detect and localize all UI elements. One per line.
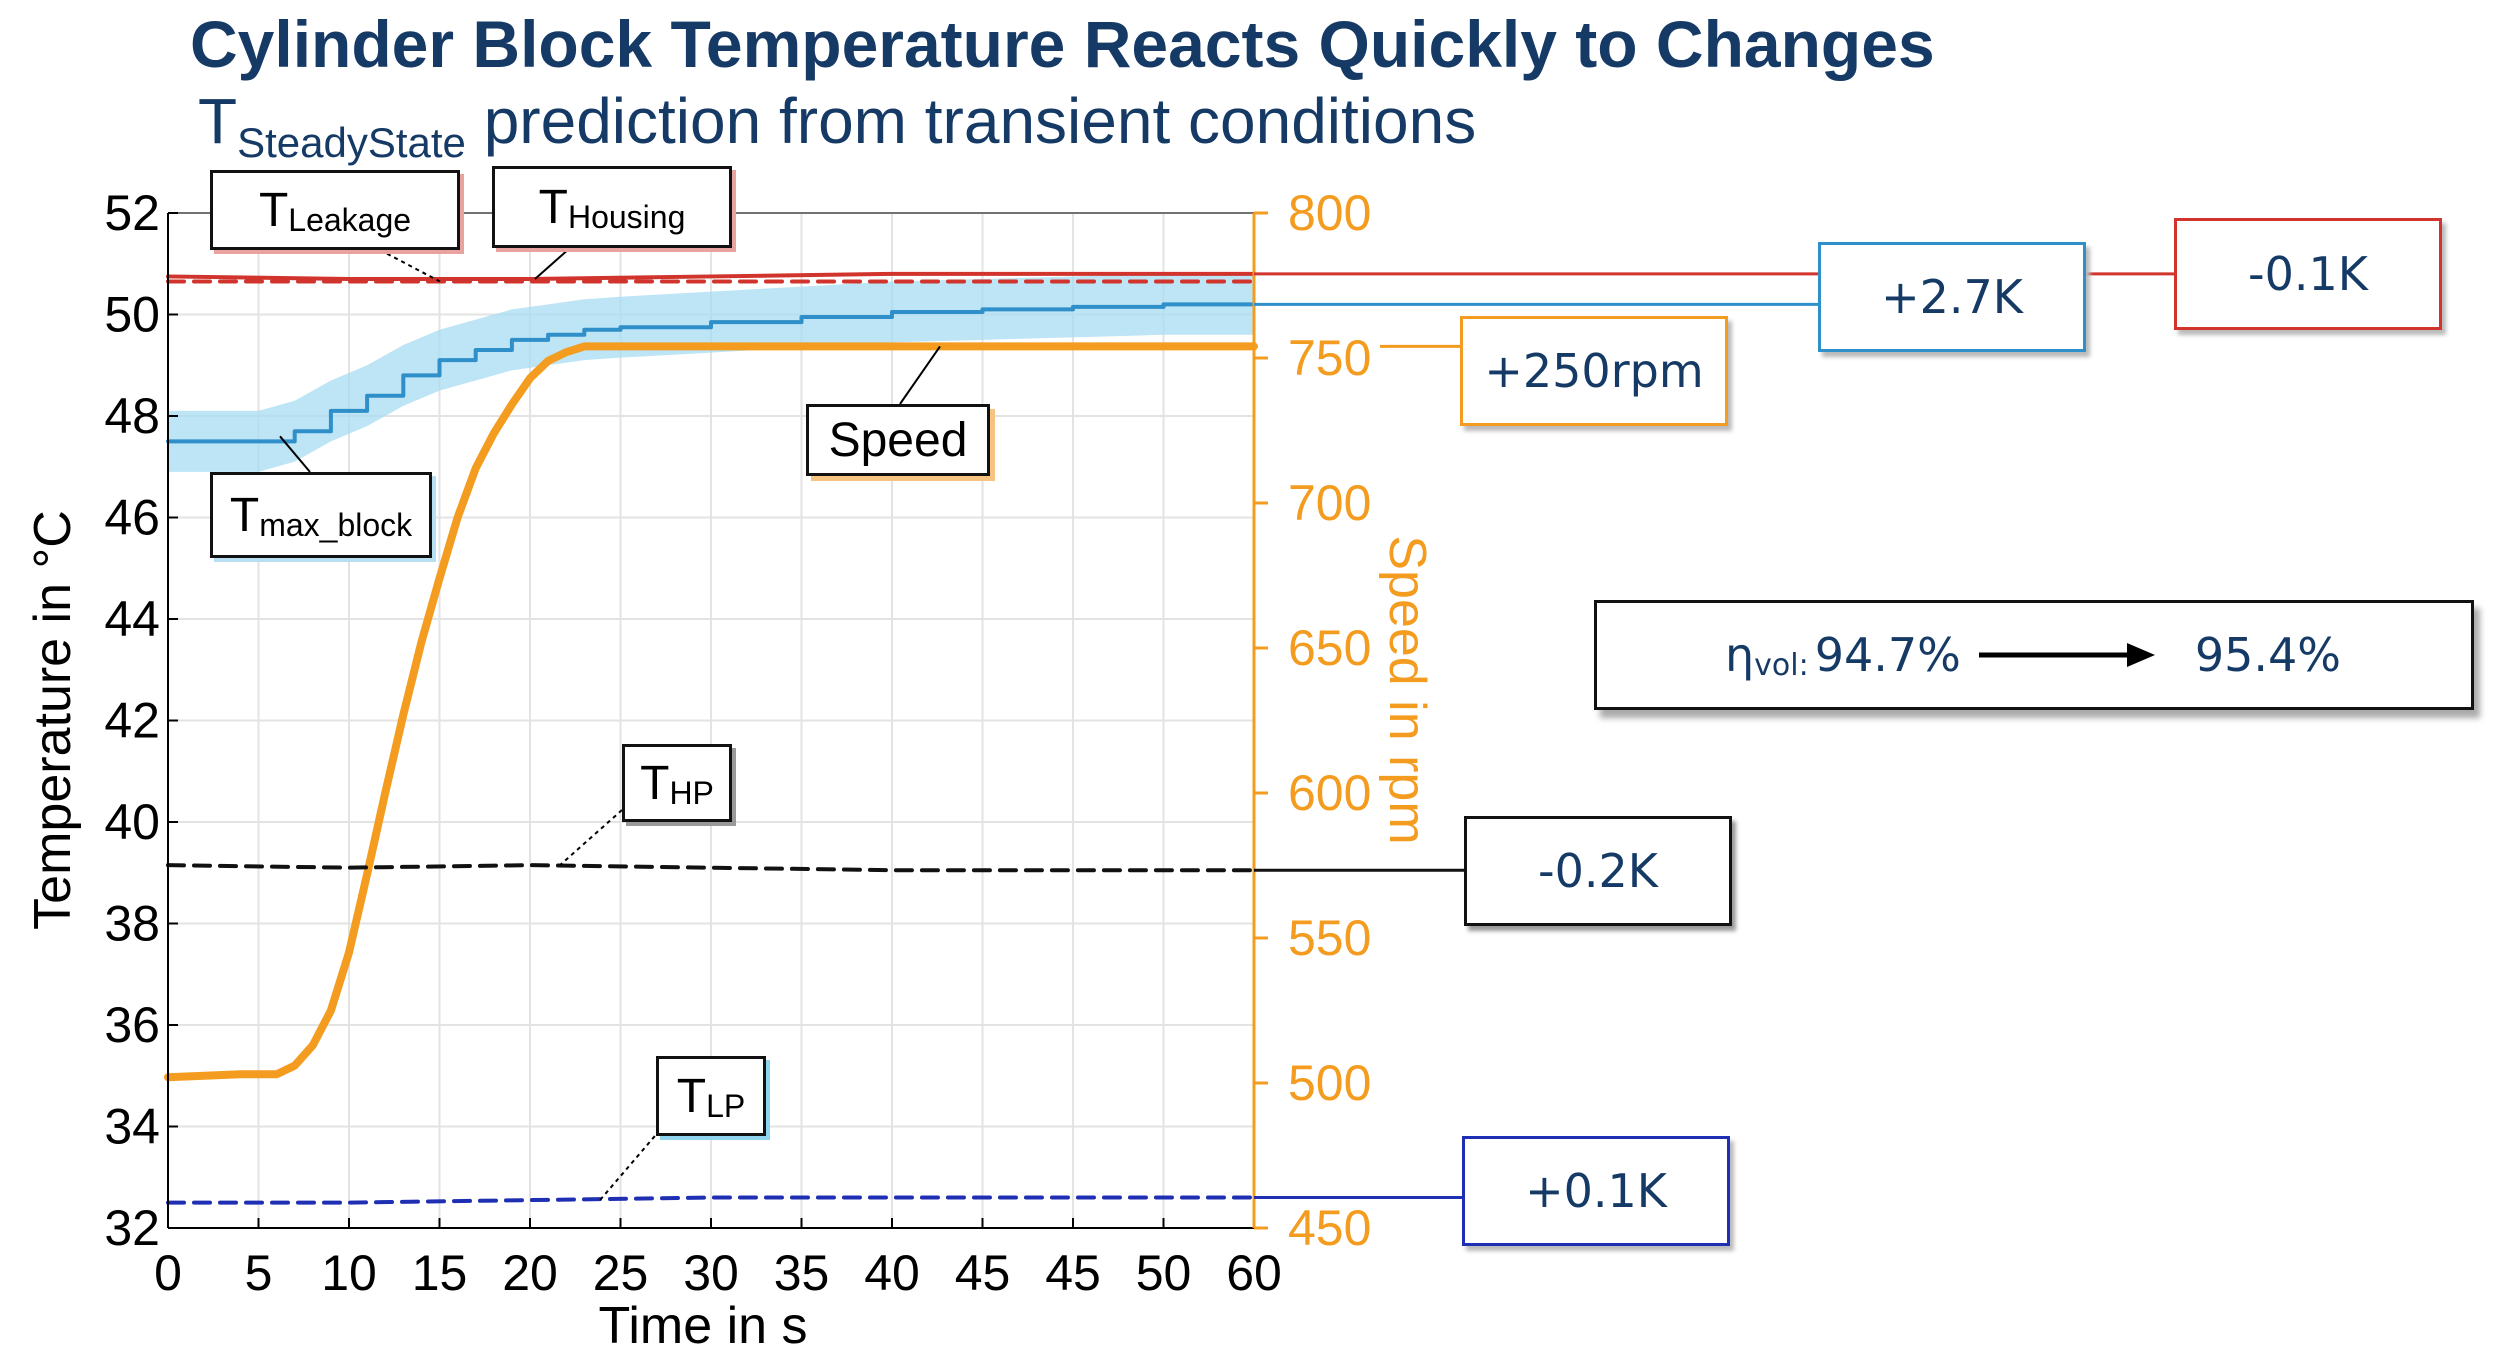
y-tick-label: 42 bbox=[104, 693, 160, 749]
x-tick-label: 15 bbox=[412, 1245, 468, 1301]
series-speed bbox=[164, 342, 1258, 1082]
annotation-leaders bbox=[279, 247, 2174, 1201]
x-tick-label: 5 bbox=[245, 1245, 273, 1301]
tmax-block-band bbox=[168, 273, 1254, 472]
delta-box-tmax-block: +2.7K bbox=[1818, 242, 2086, 352]
label-speed: Speed bbox=[806, 404, 990, 476]
efficiency-subscript: vol: bbox=[1754, 647, 1809, 683]
delta-box-t-leakage: -0.1K bbox=[2174, 218, 2442, 330]
subtitle-symbol: T bbox=[198, 85, 238, 157]
y2-tick-label: 550 bbox=[1288, 910, 1371, 966]
x-tick-label: 25 bbox=[593, 1245, 649, 1301]
x-axis-label: Time in s bbox=[599, 1297, 808, 1351]
y-tick-label: 48 bbox=[104, 388, 160, 444]
x-tick-label: 30 bbox=[683, 1245, 739, 1301]
x-tick-label: 10 bbox=[321, 1245, 377, 1301]
y-tick-label: 32 bbox=[104, 1200, 160, 1256]
label-t-housing: T Housing bbox=[492, 166, 732, 248]
y-tick-label: 52 bbox=[104, 185, 160, 241]
x-tick-label: 35 bbox=[774, 1245, 830, 1301]
slide-title: Cylinder Block Temperature Reacts Quickl… bbox=[190, 7, 1935, 81]
label-t-leakage: T Leakage bbox=[210, 170, 460, 250]
efficiency-symbol: η bbox=[1725, 628, 1755, 682]
delta-box-t-hp: -0.2K bbox=[1464, 816, 1732, 926]
series-t-housing bbox=[166, 271, 1256, 281]
y-axis-label: Temperature in °C bbox=[24, 510, 82, 930]
x-tick-label: 0 bbox=[154, 1245, 182, 1301]
subtitle-subscript: SteadyState bbox=[237, 119, 466, 166]
label-t-lp: T LP bbox=[656, 1056, 766, 1136]
slide-subtitle: TSteadyState prediction from transient c… bbox=[198, 84, 1477, 166]
efficiency-after: 95.4% bbox=[2194, 628, 2341, 682]
leader-t-leakage bbox=[379, 249, 441, 283]
tick-labels: 0 5 10 15 20 25 30 35 40 45 45 50 60 32 34 36 38 40 42 44 46… bbox=[104, 185, 1371, 1301]
y-tick-label: 36 bbox=[104, 997, 160, 1053]
leader-speed bbox=[899, 345, 941, 405]
x-tick-label: 20 bbox=[502, 1245, 558, 1301]
series-t-hp bbox=[166, 863, 1256, 873]
arrow-right-icon bbox=[1978, 643, 2155, 667]
delta-box-t-lp: +0.1K bbox=[1462, 1136, 1730, 1246]
leader-t-max-block bbox=[279, 435, 311, 473]
x-tick-label: 60 bbox=[1226, 1245, 1282, 1301]
y2-tick-label: 800 bbox=[1288, 185, 1371, 241]
y2-tick-label: 600 bbox=[1288, 765, 1371, 821]
y2-tick-label: 500 bbox=[1288, 1055, 1371, 1111]
y-tick-label: 44 bbox=[104, 591, 160, 647]
y2-tick-label: 700 bbox=[1288, 475, 1371, 531]
tmax-block-confidence-band bbox=[168, 273, 1254, 472]
y-tick-label: 34 bbox=[104, 1099, 160, 1155]
leader-t-hp bbox=[559, 809, 623, 866]
y2-tick-label: 650 bbox=[1288, 620, 1371, 676]
y-tick-label: 46 bbox=[104, 490, 160, 546]
label-t-hp: T HP bbox=[622, 744, 732, 822]
x-tick-label: 45 bbox=[1045, 1245, 1101, 1301]
series-t-lp bbox=[166, 1195, 1256, 1205]
y-tick-label: 50 bbox=[104, 287, 160, 343]
efficiency-box: η vol: 94.7% 95.4% bbox=[1594, 600, 2474, 710]
y2-tick-label: 450 bbox=[1288, 1200, 1371, 1256]
series-lines bbox=[164, 271, 1258, 1205]
efficiency-before: 94.7% bbox=[1814, 628, 1961, 682]
series-tmax-block bbox=[166, 302, 1256, 444]
x-tick-label: 45 bbox=[955, 1245, 1011, 1301]
y-tick-label: 40 bbox=[104, 794, 160, 850]
x-tick-label: 50 bbox=[1136, 1245, 1192, 1301]
subtitle-text: prediction from transient conditions bbox=[465, 85, 1477, 157]
delta-box-speed: +250rpm bbox=[1460, 316, 1728, 426]
leader-t-housing bbox=[534, 247, 571, 280]
y2-tick-label: 750 bbox=[1288, 330, 1371, 386]
y2-axis-label: Speed in rpm bbox=[1378, 535, 1436, 844]
y-tick-label: 38 bbox=[104, 896, 160, 952]
x-tick-label: 40 bbox=[864, 1245, 920, 1301]
leader-t-lp bbox=[599, 1129, 661, 1201]
